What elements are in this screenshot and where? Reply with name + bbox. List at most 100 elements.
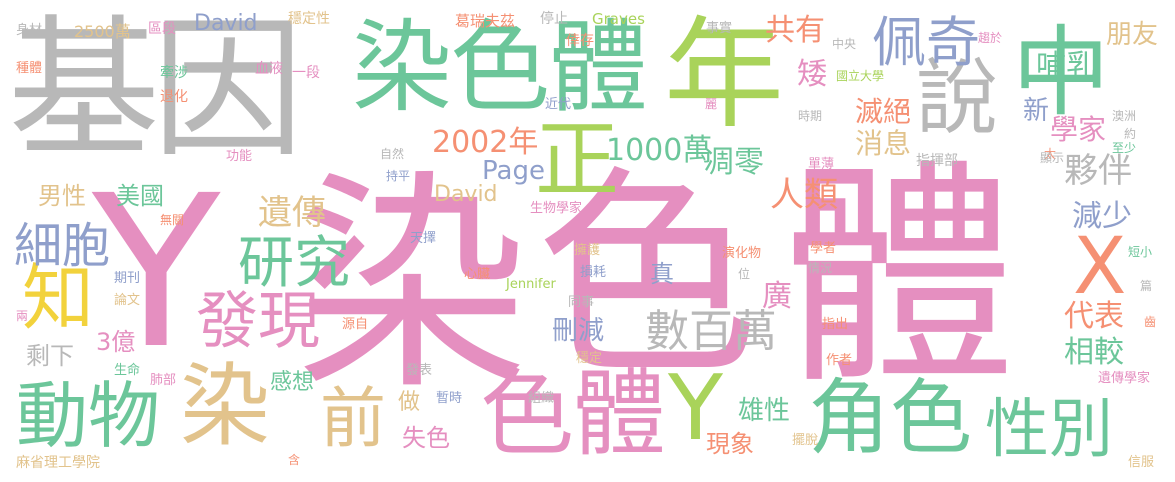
- word-ganxiang: 感想: [270, 370, 315, 395]
- word-geruifuzi: 葛瑞夫茲: [455, 12, 516, 30]
- word-zhong: 中: [1012, 16, 1111, 130]
- word-zhishao: 至少: [1112, 141, 1137, 155]
- word-yanhuawu: 演化物: [722, 246, 762, 261]
- word-zhi: 知: [22, 256, 95, 340]
- word-x: X: [1073, 222, 1127, 312]
- word-tianze: 天擇: [410, 231, 437, 246]
- word-ti-big: 體: [780, 140, 1017, 415]
- word-wending: 穩定: [576, 351, 603, 366]
- word-zhongti: 種體: [16, 61, 43, 76]
- word-meiguo: 美國: [116, 182, 164, 210]
- word-xuezhe: 學者: [810, 241, 837, 256]
- word-shiqi: 時期: [798, 109, 823, 123]
- word-ziran: 自然: [380, 147, 405, 161]
- word-guang: 廣: [762, 279, 792, 314]
- word-qingkuang: 情況: [808, 261, 833, 275]
- word-xueye: 血液: [255, 61, 283, 77]
- word-qvduan: 區段: [148, 21, 176, 37]
- word-peiqi: 佩奇: [872, 11, 980, 74]
- word-zuzhi: 組織: [528, 391, 555, 406]
- word-duanxiao: 短小: [1128, 245, 1153, 259]
- word-wuguan: 無關: [160, 213, 185, 227]
- word-nian: 年: [664, 6, 784, 145]
- word-jiyin: 基因: [8, 1, 304, 178]
- word-3yi: 3億: [96, 328, 136, 356]
- word-diaoling: 凋零: [704, 145, 764, 180]
- word-1000wan: 1000萬: [606, 133, 713, 168]
- word-dongwu: 動物: [16, 374, 161, 458]
- word-2500wan: 2500萬: [74, 22, 131, 41]
- word-xianxiang: 現象: [706, 430, 754, 458]
- word-pengyou: 朋友: [1106, 20, 1159, 50]
- word-shengming: 生命: [114, 363, 141, 378]
- word-y-big: Y: [92, 150, 221, 395]
- word-buru: 哺乳: [1036, 49, 1096, 84]
- word-xuejia: 學家: [1050, 113, 1107, 146]
- word-shishi: 事實: [706, 21, 733, 36]
- word-shuo: 說: [916, 51, 999, 146]
- word-xiongxing: 雄性: [738, 396, 791, 426]
- word-zhichu: 指出: [822, 317, 849, 332]
- word-xiaoxi: 消息: [855, 127, 912, 160]
- word-miejue: 滅絕: [855, 95, 912, 128]
- word-shise: 失色: [402, 424, 450, 452]
- word-ran-low: 染: [180, 354, 270, 459]
- word-sunhao: 損耗: [580, 265, 607, 280]
- word-xinzang: 心臟: [464, 267, 491, 282]
- word-xianshi: 顯示: [1040, 151, 1065, 165]
- word-david-top: David: [194, 11, 258, 36]
- word-zhen: 真: [650, 260, 674, 288]
- word-shanjian: 刪減: [552, 316, 605, 346]
- word-tongshi: 同事: [568, 295, 595, 310]
- word-page: Page: [482, 156, 545, 186]
- word-wei: 位: [738, 267, 751, 281]
- word-xingcun: 倖存: [566, 33, 594, 49]
- word-sesti-low: 色體: [480, 360, 666, 469]
- word-qikan: 期刊: [114, 271, 141, 286]
- word-zheng: 正: [535, 111, 620, 209]
- word-xin: 新: [1023, 96, 1050, 126]
- word-qian: 前: [320, 380, 386, 457]
- word-xinfu: 信服: [1128, 455, 1155, 470]
- word-gongyou: 共有: [765, 13, 825, 48]
- word-baituo: 擺脫: [792, 433, 819, 448]
- word-graves: Graves: [592, 10, 645, 28]
- word-jiaose: 角色: [808, 371, 973, 466]
- word-tai: 太: [1044, 147, 1057, 161]
- word-feibu: 肺部: [150, 373, 177, 388]
- word-xingbie: 性別: [985, 393, 1113, 467]
- word-fabiao: 發表: [406, 363, 433, 378]
- word-li: 麗: [705, 97, 718, 111]
- word-gongneng: 功能: [226, 149, 253, 164]
- word-zhongyang: 中央: [832, 37, 857, 51]
- word-renlei: 人類: [770, 175, 838, 215]
- word-david-mid: David: [434, 182, 498, 207]
- word-qianshe: 牽涉: [160, 65, 188, 81]
- word-daibiao: 代表: [1064, 299, 1124, 334]
- word-ai: 矮: [797, 57, 827, 92]
- word-guoli: 國立大學: [836, 69, 885, 83]
- word-jindai: 近代: [545, 97, 572, 112]
- word-zanshi: 暫時: [436, 391, 463, 406]
- word-yonghu: 擁護: [574, 243, 601, 258]
- word-pian: 篇: [1140, 279, 1153, 293]
- word-yichuan: 遺傳: [258, 193, 326, 233]
- word-tuihua: 退化: [160, 89, 188, 105]
- word-ransetti-top: 染色體: [352, 9, 648, 126]
- word-ran-big: 染: [296, 151, 529, 421]
- word-xiangjiao: 相較: [1064, 335, 1124, 370]
- word-han: 含: [288, 453, 301, 467]
- word-liang: 兩: [16, 309, 29, 323]
- word-chi: 齒: [1144, 315, 1157, 329]
- word-nanxing: 男性: [38, 182, 86, 210]
- word-shengxia: 剩下: [26, 342, 74, 370]
- word-shubaiwan: 數百萬: [645, 306, 777, 357]
- word-lunwen: 論文: [114, 293, 141, 308]
- word-mit: 麻省理工學院: [16, 455, 100, 471]
- word-se-big: 色: [536, 148, 758, 406]
- word-yanjiu: 研究: [238, 231, 350, 296]
- word-yichuanxuejia: 遺傳學家: [1098, 371, 1151, 386]
- word-fa: 發: [196, 284, 259, 357]
- word-yuanzi: 源自: [342, 317, 369, 332]
